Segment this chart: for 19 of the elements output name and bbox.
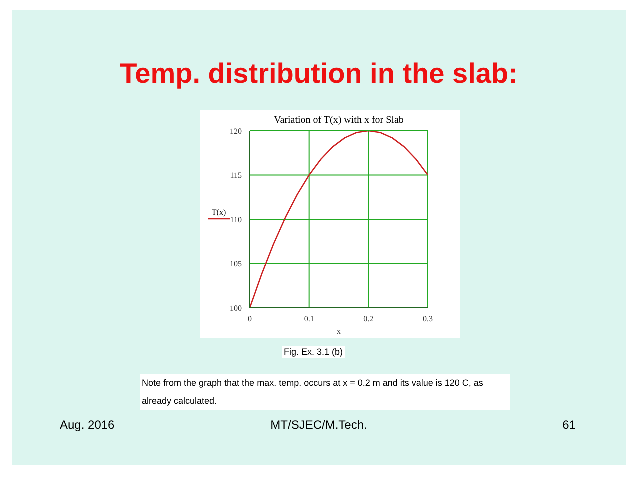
y-tick-label: 105 [230,260,242,269]
x-tick-label: 0.3 [423,314,433,324]
x-tick-label: 0.1 [304,314,314,324]
text: 61 [562,418,576,432]
x-axis-title: x [337,327,341,336]
chart-subtitle: Variation of T(x) with x for Slab [273,115,405,126]
text: Fig. Ex. 3.1 (b) [282,346,346,358]
y-tick-label: 115 [230,171,242,180]
y-tick-label: 110 [230,215,242,224]
y-tick-label: 120 [230,126,242,136]
line-series [250,131,428,308]
text: MT/SJEC/M.Tech. [270,418,368,432]
x-tick-label: 0 [248,314,252,324]
y-tick-label: 100 [230,304,242,313]
text: T(x) [212,208,226,217]
x-tick-label: 0.2 [364,314,374,324]
text: Aug. 2016 [60,418,115,432]
text: Note from the graph that the max. temp. occurs at x = 0.2 m and its value is 120 C, as already calculated. [140,374,510,410]
chart-title: Temp. distribution in the slab: [119,58,519,90]
